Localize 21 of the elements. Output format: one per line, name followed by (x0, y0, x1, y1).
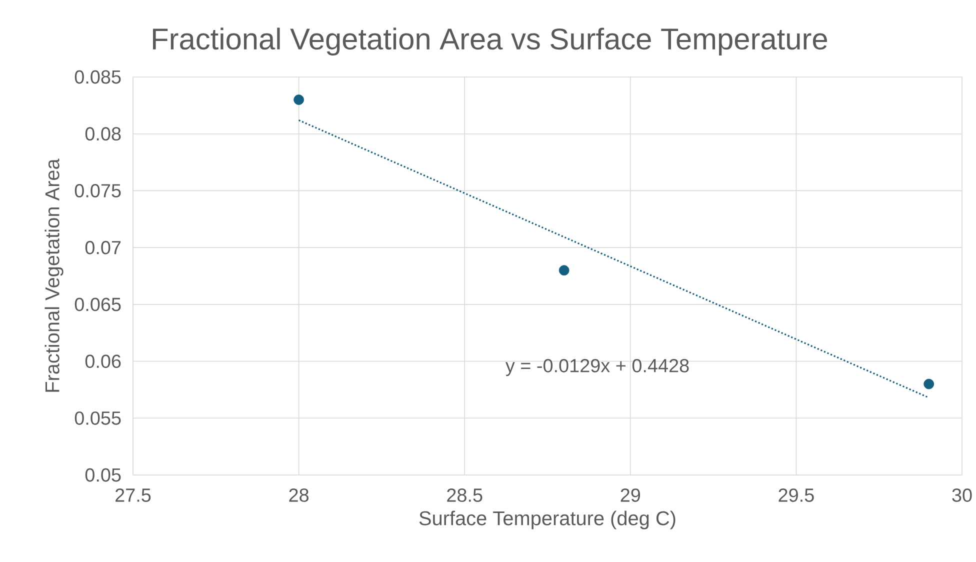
chart-title: Fractional Vegetation Area vs Surface Temperature (153, 28, 827, 56)
point (294, 94, 304, 105)
y-tick-label: 0.085 (74, 70, 121, 84)
point (558, 265, 570, 276)
y-tick-label: 0.065 (74, 298, 121, 312)
y-tick-label: 0.075 (74, 184, 121, 198)
x-tick-label: 28 (289, 488, 308, 502)
x-axis-title: Surface Temperature (deg C) (419, 510, 676, 530)
y-tick-label: 0.08 (85, 127, 121, 141)
x-tick-label: 29.5 (778, 488, 814, 502)
x-tick-label: 29 (620, 488, 640, 502)
x-tick-label: 28.5 (447, 488, 482, 502)
y-tick-label: 0.06 (85, 354, 121, 368)
y-axis-title: Fractional Vegetation Area (44, 158, 64, 392)
y-tick-label: 0.07 (85, 240, 121, 254)
y-tick-label: 0.055 (74, 411, 121, 425)
y-tick-label: 0.05 (85, 468, 121, 482)
annotation: y = -0.0129x + 0.4428 (505, 358, 689, 376)
x-tick-label: 27.5 (116, 488, 151, 502)
x-tick-label: 30 (952, 488, 972, 502)
point (924, 378, 934, 390)
